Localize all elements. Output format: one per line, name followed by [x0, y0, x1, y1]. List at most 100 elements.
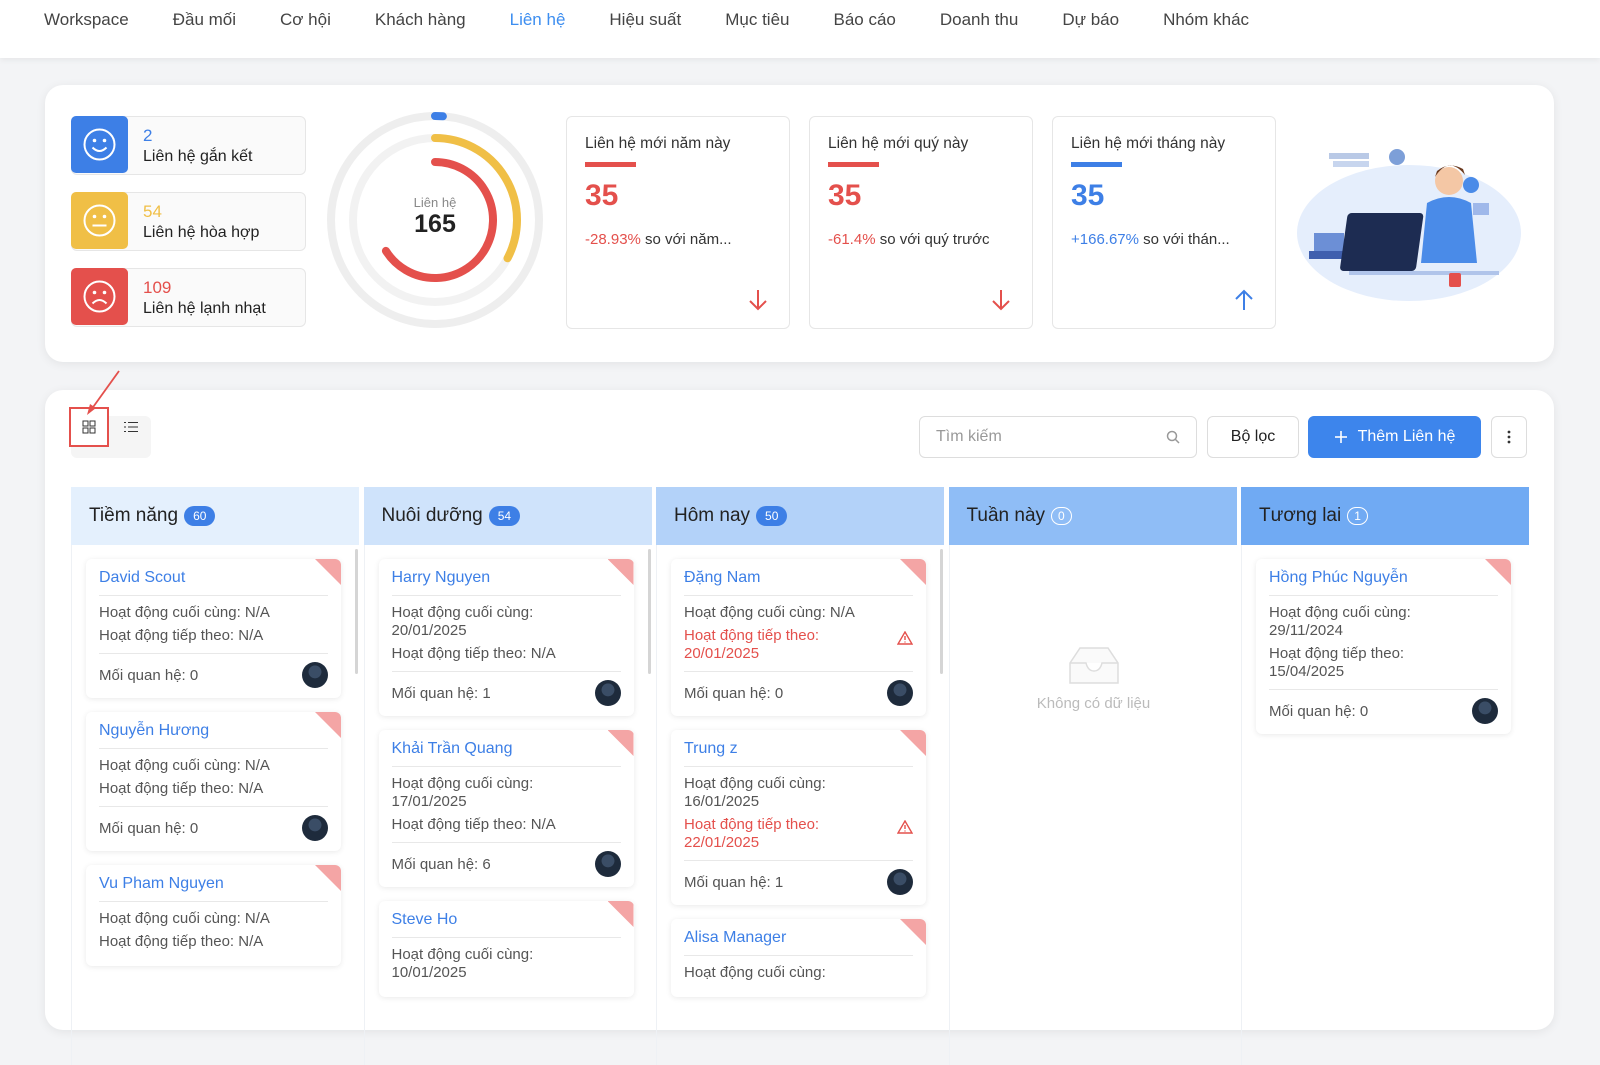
contact-card[interactable]: Steve Ho Hoạt động cuối cùng: 10/01/2025 — [379, 901, 634, 997]
column-title: Hôm nay — [674, 505, 750, 527]
relationship-count: Mối quan hệ: 1 — [392, 685, 491, 702]
relationship-row: Mối quan hệ: 6 — [392, 851, 621, 877]
face-eye — [103, 139, 107, 143]
contact-card[interactable]: Đặng Nam Hoạt động cuối cùng: N/A Hoạt độn… — [671, 559, 926, 716]
last-activity: Hoạt động cuối cùng: N/A — [684, 604, 913, 622]
nav-tab[interactable]: Đầu mối — [173, 0, 236, 30]
nav-tab[interactable]: Báo cáo — [833, 0, 895, 30]
stat-compare: +166.67% so với thán... — [1071, 231, 1261, 248]
next-activity: Hoạt động tiếp theo: 20/01/2025 — [684, 627, 913, 663]
filter-label: Bộ lọc — [1231, 428, 1275, 446]
segment-value: 2 — [143, 126, 152, 146]
segment-icon — [71, 268, 128, 325]
stat-compare: -61.4% so với quý trước — [828, 231, 1018, 248]
relationship-count: Mối quan hệ: 6 — [392, 856, 491, 873]
contact-name[interactable]: Alisa Manager — [684, 929, 913, 947]
relationship-count: Mối quan hệ: 0 — [99, 667, 198, 684]
stat-change: -28.93% — [585, 231, 641, 248]
more-button[interactable] — [1491, 416, 1527, 458]
last-activity: Hoạt động cuối cùng: 10/01/2025 — [392, 946, 621, 982]
relationship-count: Mối quan hệ: 1 — [684, 874, 783, 891]
divider — [1269, 595, 1498, 596]
stat-compare: -28.93% so với năm... — [585, 231, 775, 248]
face-eye — [93, 291, 97, 295]
column-body: Không có dữ liệu — [949, 545, 1238, 1065]
contact-name[interactable]: Trung z — [684, 740, 913, 758]
contact-name[interactable]: Nguyễn Hương — [99, 722, 328, 740]
arrow-path — [1236, 291, 1252, 310]
owner-avatar — [595, 851, 621, 877]
face-eye — [93, 215, 97, 219]
nav-tab[interactable]: Hiệu suất — [609, 0, 681, 30]
divider — [99, 748, 328, 749]
nav-tab[interactable]: Mục tiêu — [725, 0, 789, 30]
segment-icon — [71, 116, 128, 173]
donut-total: 165 — [414, 210, 456, 238]
next-activity: Hoạt động tiếp theo: N/A — [99, 780, 328, 798]
face-outline — [85, 206, 115, 236]
divider — [99, 806, 328, 807]
nav-tab[interactable]: Nhóm khác — [1163, 0, 1249, 30]
add-contact-button[interactable]: Thêm Liên hệ — [1308, 416, 1481, 458]
contact-name[interactable]: Đặng Nam — [684, 569, 913, 587]
stat-value: 35 — [1071, 179, 1104, 213]
column-body: Harry Nguyen Hoạt động cuối cùng: 20/01/2… — [364, 545, 653, 1065]
nav-tab[interactable]: Doanh thu — [940, 0, 1018, 30]
column-title: Tương lai — [1259, 505, 1341, 527]
nav-tab[interactable]: Workspace — [44, 0, 129, 30]
scrollbar — [648, 549, 651, 674]
search-input[interactable]: Tìm kiếm — [919, 416, 1197, 458]
contact-card[interactable]: Harry Nguyen Hoạt động cuối cùng: 20/01/2… — [379, 559, 634, 716]
contact-name[interactable]: David Scout — [99, 569, 328, 587]
nav-tab[interactable]: Khách hàng — [375, 0, 466, 30]
nav-tab[interactable]: Cơ hội — [280, 0, 331, 30]
owner-avatar — [887, 869, 913, 895]
warn-triangle — [898, 632, 912, 644]
contact-card[interactable]: Alisa Manager Hoạt động cuối cùng: — [671, 919, 926, 997]
stat-change: +166.67% — [1071, 231, 1139, 248]
divider — [99, 901, 328, 902]
divider — [392, 842, 621, 843]
relationship-count: Mối quan hệ: 0 — [1269, 703, 1368, 720]
nav-tab[interactable]: Dự báo — [1062, 0, 1119, 30]
stat-accent — [585, 162, 636, 167]
last-activity: Hoạt động cuối cùng: N/A — [99, 910, 328, 928]
column-count: 0 — [1051, 507, 1072, 525]
stat-accent — [828, 162, 879, 167]
empty-text: Không có dữ liệu — [950, 695, 1238, 712]
last-activity: Hoạt động cuối cùng: 20/01/2025 — [392, 604, 621, 640]
contact-name[interactable]: Harry Nguyen — [392, 569, 621, 587]
empty-state: Không có dữ liệu — [950, 645, 1238, 712]
illustration — [1289, 133, 1523, 308]
divider — [392, 937, 621, 938]
contact-name[interactable]: Vu Pham Nguyen — [99, 875, 328, 893]
last-activity: Hoạt động cuối cùng: — [684, 964, 913, 982]
contact-name[interactable]: Steve Ho — [392, 911, 621, 929]
warn-triangle — [898, 821, 912, 833]
overdue-icon — [897, 631, 913, 645]
filter-button[interactable]: Bộ lọc — [1207, 416, 1299, 458]
contact-name[interactable]: Hồng Phúc Nguyễn — [1269, 569, 1498, 587]
nav-tab[interactable]: Liên hệ — [510, 0, 566, 30]
stat-accent — [1071, 162, 1122, 167]
owner-avatar — [1472, 698, 1498, 724]
column-title: Tiềm năng — [89, 505, 178, 527]
contact-name[interactable]: Khải Trần Quang — [392, 740, 621, 758]
